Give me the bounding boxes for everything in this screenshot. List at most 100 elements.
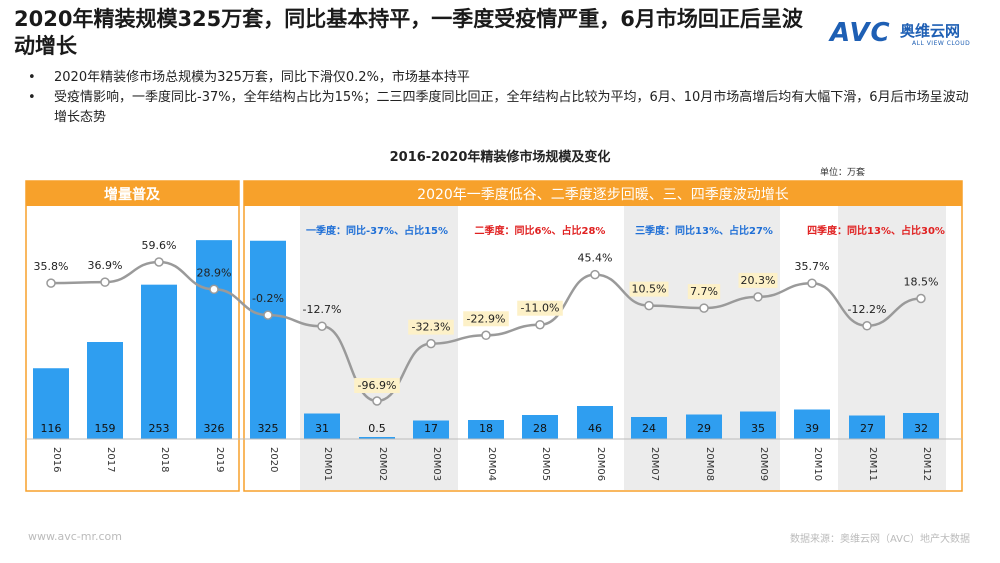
bar [359,437,395,439]
growth-label: 35.7% [795,260,830,273]
growth-point [590,269,600,280]
growth-point [807,278,817,288]
logo-brand: AVC [830,18,891,48]
growth-point [372,396,382,406]
category-label: 20M06 [595,447,606,481]
growth-point [46,278,56,288]
growth-label: -96.9% [358,379,397,392]
quarter-band [624,206,780,490]
quarter-note: 一季度：同比-37%、占比15% [306,224,448,237]
bar-label: 24 [642,422,656,435]
bullet-item: 受疫情影响，一季度同比-37%，全年结构占比为15%；二三四季度同比回正，全年结… [28,88,978,128]
category-label: 2016 [51,447,62,472]
bar-label: 46 [588,422,602,435]
bar-label: 29 [697,422,711,435]
growth-point [535,319,545,330]
bar-label: 18 [479,422,493,435]
bar [33,368,69,439]
bar-label: 28 [533,422,547,435]
left-panel-title: 增量普及 [104,186,161,203]
growth-label: -0.2% [252,292,284,305]
growth-point [644,300,654,311]
growth-label-bg [629,281,669,297]
chart-title: 2016-2020年精装修市场规模及变化 [389,150,611,165]
growth-label-bg [354,378,400,393]
growth-label-bg [517,300,563,316]
growth-label: -12.2% [848,303,887,316]
bar [413,420,449,439]
footer-website: www.avc-mr.com [28,530,122,543]
bar-label: 31 [315,422,329,435]
quarter-note: 二季度：同比6%、占比28% [475,224,606,237]
growth-label: -22.9% [467,312,506,325]
bar [794,409,830,439]
growth-point [862,321,872,331]
bar-label: 253 [149,422,170,435]
category-label: 20M05 [540,447,551,481]
bar-label: 32 [914,422,928,435]
growth-point [100,277,110,287]
bar-label: 35 [751,422,765,435]
growth-label: 20.3% [741,274,776,287]
growth-point [209,284,219,295]
category-label: 20M07 [649,447,660,481]
growth-point [481,330,491,341]
bar [468,420,504,439]
quarter-note: 四季度：同比13%、占比30% [807,224,945,237]
bullet-item: 2020年精装修市场总规模为325万套，同比下滑仅0.2%，市场基本持平 [28,68,978,88]
category-label: 20M03 [431,447,442,481]
bar [849,415,885,439]
bar [522,415,558,439]
growth-label: 36.9% [88,259,123,272]
bar [250,240,286,439]
category-label: 20M01 [322,447,333,481]
bar [196,240,232,439]
growth-label: 59.6% [142,239,177,252]
bar-label: 17 [424,422,438,435]
growth-label-bg [463,311,509,327]
quarter-note: 三季度：同比13%、占比27% [635,224,773,237]
bar-label: 325 [258,422,279,435]
growth-point [317,321,327,331]
category-label: 20M10 [812,447,823,481]
footer-source: 数据来源：奥维云网（AVC）地产大数据 [789,534,970,545]
growth-label: 7.7% [690,285,718,298]
bar-label: 0.5 [368,422,386,435]
category-label: 2018 [159,447,170,472]
bar-label: 39 [805,422,819,435]
bar [740,411,776,439]
growth-label: -11.0% [521,302,560,315]
growth-label: 18.5% [904,276,939,289]
right-panel-header [244,181,962,206]
bullet-list: 2020年精装修市场总规模为325万套，同比下滑仅0.2%，市场基本持平 受疫情… [28,68,978,128]
growth-label: 10.5% [632,283,667,296]
bar-label: 27 [860,422,874,435]
logo-name-cn: 奥维云网 [900,22,961,40]
bar-label: 159 [95,422,116,435]
bar [577,406,613,439]
growth-label: 45.4% [578,252,613,265]
growth-point [916,293,926,304]
growth-label: -12.7% [303,303,342,316]
growth-point [426,338,436,349]
bar [686,414,722,439]
growth-label: -32.3% [412,321,451,334]
growth-label: 28.9% [197,266,232,279]
category-label: 20M09 [758,447,769,481]
growth-label: 35.8% [34,260,69,273]
page-title: 2020年精装规模325万套，同比基本持平，一季度受疫情严重，6月市场回正后呈波… [14,7,803,58]
category-label: 2017 [105,447,116,472]
category-label: 2019 [214,447,225,472]
growth-label-bg [408,319,454,335]
growth-point [263,310,273,320]
category-label: 20M08 [704,447,715,481]
category-label: 20M12 [921,447,932,481]
bar [631,417,667,439]
quarter-band [838,206,946,490]
growth-point [753,292,763,302]
category-label: 20M11 [867,447,878,481]
bar [903,413,939,439]
category-label: 2020 [268,447,279,472]
bar [87,342,123,439]
